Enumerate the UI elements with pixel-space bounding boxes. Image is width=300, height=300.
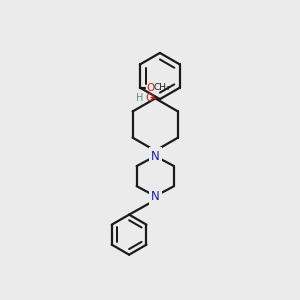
- Text: O: O: [145, 93, 153, 103]
- Text: N: N: [151, 190, 160, 203]
- Text: H: H: [136, 93, 144, 103]
- Text: CH₃: CH₃: [154, 83, 170, 92]
- Text: O: O: [147, 82, 155, 93]
- Text: N: N: [151, 150, 160, 163]
